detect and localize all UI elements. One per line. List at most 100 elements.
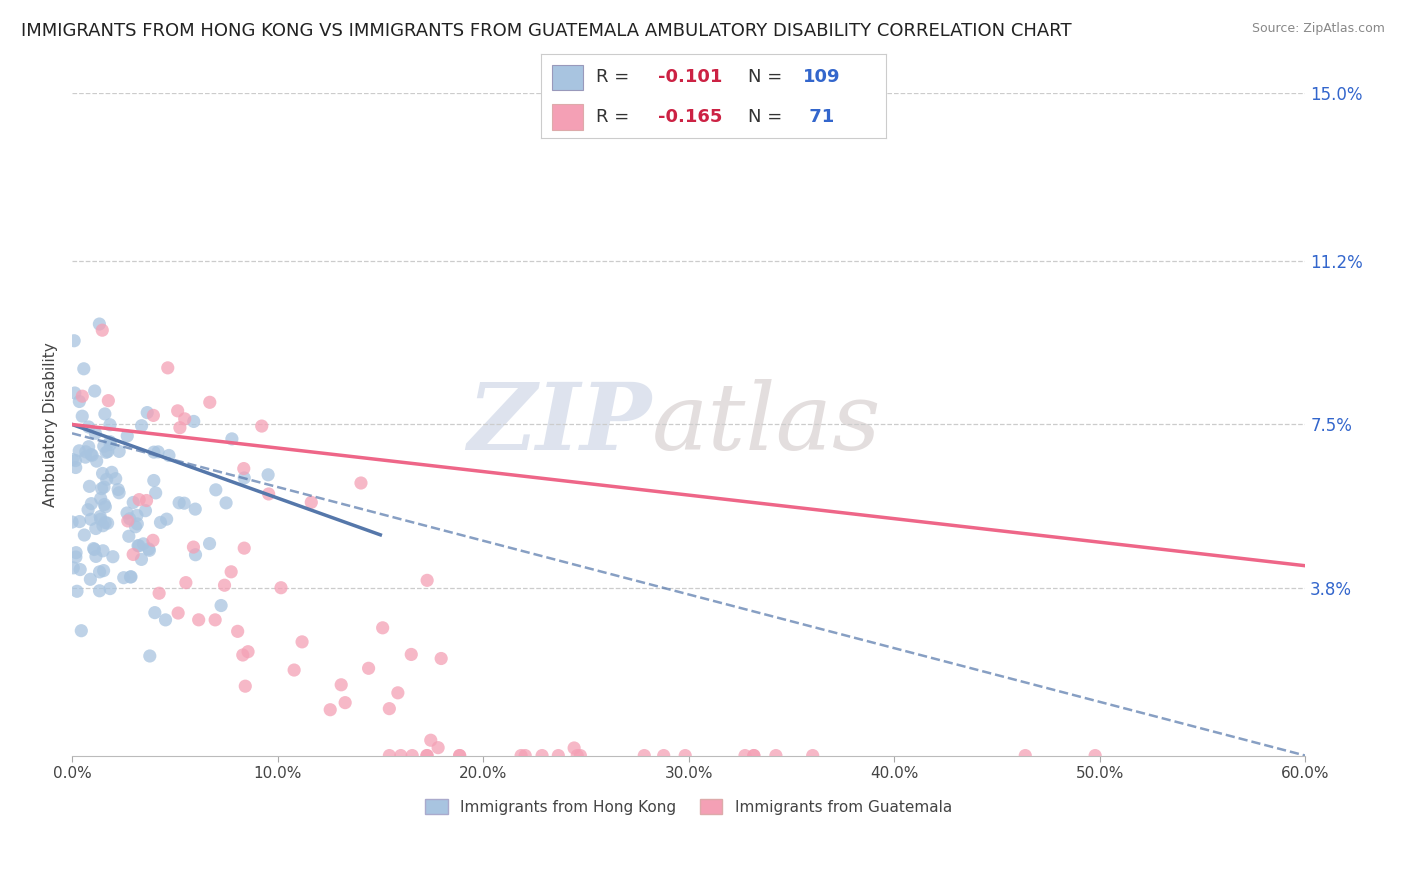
Text: 109: 109	[803, 69, 841, 87]
Point	[98, 437, 121, 451]
Point	[90, 512, 112, 526]
Point	[67, 443, 90, 458]
Point	[257, 467, 280, 482]
Point	[801, 748, 824, 763]
Point	[104, 472, 127, 486]
Point	[633, 748, 655, 763]
Point	[77, 420, 100, 434]
Point	[569, 748, 592, 763]
Point	[149, 516, 172, 530]
Point	[73, 528, 96, 542]
Point	[98, 417, 121, 432]
Point	[62, 561, 84, 575]
Point	[138, 541, 160, 556]
Point	[183, 414, 205, 428]
Point	[94, 516, 117, 530]
Point	[215, 496, 238, 510]
Point	[142, 445, 165, 459]
Text: ZIP: ZIP	[467, 379, 651, 469]
Point	[117, 514, 139, 528]
Point	[1014, 748, 1036, 763]
Point	[205, 483, 228, 497]
Point	[69, 515, 91, 529]
Point	[84, 426, 107, 441]
Point	[187, 613, 209, 627]
Point	[214, 578, 236, 592]
Point	[1084, 748, 1107, 763]
Point	[236, 645, 259, 659]
Text: R =: R =	[596, 69, 636, 87]
Point	[416, 748, 439, 763]
Point	[73, 361, 96, 376]
Point	[135, 493, 157, 508]
Point	[184, 502, 207, 516]
Point	[93, 564, 115, 578]
Point	[84, 521, 107, 535]
Point	[98, 434, 121, 449]
Legend: Immigrants from Hong Kong, Immigrants from Guatemala: Immigrants from Hong Kong, Immigrants fr…	[419, 793, 957, 821]
Point	[673, 748, 696, 763]
Point	[101, 549, 124, 564]
Point	[173, 412, 195, 426]
Text: R =: R =	[596, 108, 636, 126]
Point	[531, 748, 554, 763]
Point	[174, 575, 197, 590]
Point	[169, 420, 191, 434]
Point	[319, 703, 342, 717]
Point	[547, 748, 569, 763]
Point	[510, 748, 533, 763]
Point	[233, 471, 256, 485]
Point	[91, 543, 114, 558]
Point	[219, 565, 242, 579]
Point	[401, 648, 423, 662]
Point	[80, 448, 103, 462]
Text: 71: 71	[803, 108, 834, 126]
Point	[330, 678, 353, 692]
Point	[96, 472, 118, 486]
Point	[83, 542, 105, 557]
Point	[515, 748, 537, 763]
Point	[93, 439, 115, 453]
Point	[416, 574, 439, 588]
Point	[77, 440, 100, 454]
Point	[63, 386, 86, 401]
Point	[67, 394, 90, 409]
Point	[83, 384, 105, 398]
Point	[232, 648, 254, 662]
Point	[146, 445, 169, 459]
Point	[122, 548, 145, 562]
Point	[91, 467, 114, 481]
Point	[233, 541, 256, 556]
Point	[449, 748, 471, 763]
Point	[91, 518, 114, 533]
Point	[89, 565, 111, 579]
Point	[449, 748, 471, 763]
Point	[291, 635, 314, 649]
Point	[131, 552, 153, 566]
Point	[127, 516, 149, 531]
Point	[100, 466, 122, 480]
Point	[120, 570, 142, 584]
Point	[80, 512, 103, 526]
Point	[742, 748, 765, 763]
Point	[94, 407, 117, 421]
Point	[70, 624, 93, 638]
Point	[183, 540, 205, 554]
Point	[184, 548, 207, 562]
Point	[156, 512, 179, 526]
Point	[350, 475, 373, 490]
Point	[132, 537, 155, 551]
Point	[79, 479, 101, 493]
Point	[299, 495, 322, 509]
FancyBboxPatch shape	[551, 64, 582, 90]
Point	[136, 406, 159, 420]
Point	[142, 409, 165, 423]
Point	[66, 584, 89, 599]
Point	[90, 482, 112, 496]
Point	[124, 520, 146, 534]
Text: atlas: atlas	[651, 379, 882, 469]
Point	[652, 748, 675, 763]
Point	[173, 496, 195, 510]
Point	[401, 748, 423, 763]
Point	[75, 444, 97, 458]
